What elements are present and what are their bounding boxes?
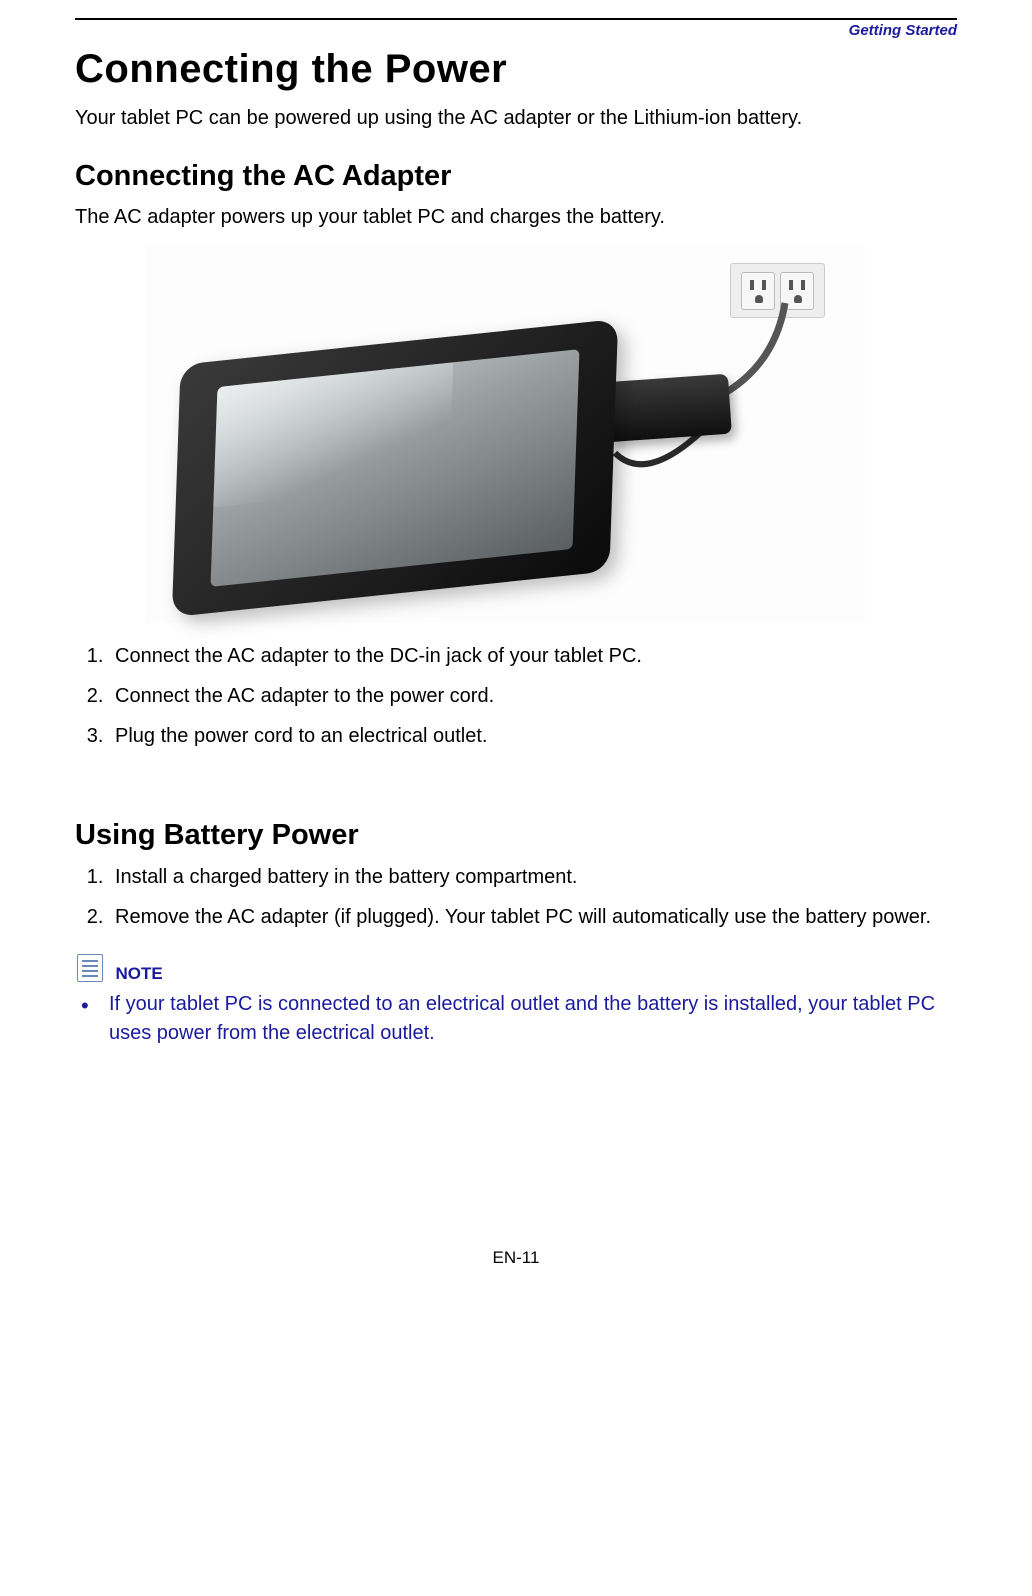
ac-adapter-intro: The AC adapter powers up your tablet PC … [75,203,957,231]
ac-adapter-brick-icon [603,374,732,443]
note-block: NOTE If your tablet PC is connected to a… [75,954,957,1048]
page-footer: EN-11 [75,1248,957,1298]
list-item: Remove the AC adapter (if plugged). Your… [109,902,957,932]
intro-text: Your tablet PC can be powered up using t… [75,104,957,132]
page-number: EN-11 [493,1248,540,1267]
ac-adapter-heading: Connecting the AC Adapter [75,160,957,193]
header-section-label: Getting Started [75,22,957,39]
list-item: Connect the AC adapter to the power cord… [109,681,957,711]
battery-steps: Install a charged battery in the battery… [91,862,957,932]
note-item: If your tablet PC is connected to an ele… [103,990,957,1048]
ac-adapter-figure [145,243,865,623]
page-title: Connecting the Power [75,47,957,92]
note-icon [75,954,109,984]
tablet-device-icon [172,319,618,617]
header-rule [75,18,957,20]
list-item: Plug the power cord to an electrical out… [109,721,957,751]
list-item: Connect the AC adapter to the DC-in jack… [109,641,957,671]
ac-adapter-steps: Connect the AC adapter to the DC-in jack… [91,641,957,751]
note-list: If your tablet PC is connected to an ele… [75,990,957,1048]
list-item: Install a charged battery in the battery… [109,862,957,892]
note-label: NOTE [115,964,162,983]
battery-heading: Using Battery Power [75,819,957,852]
